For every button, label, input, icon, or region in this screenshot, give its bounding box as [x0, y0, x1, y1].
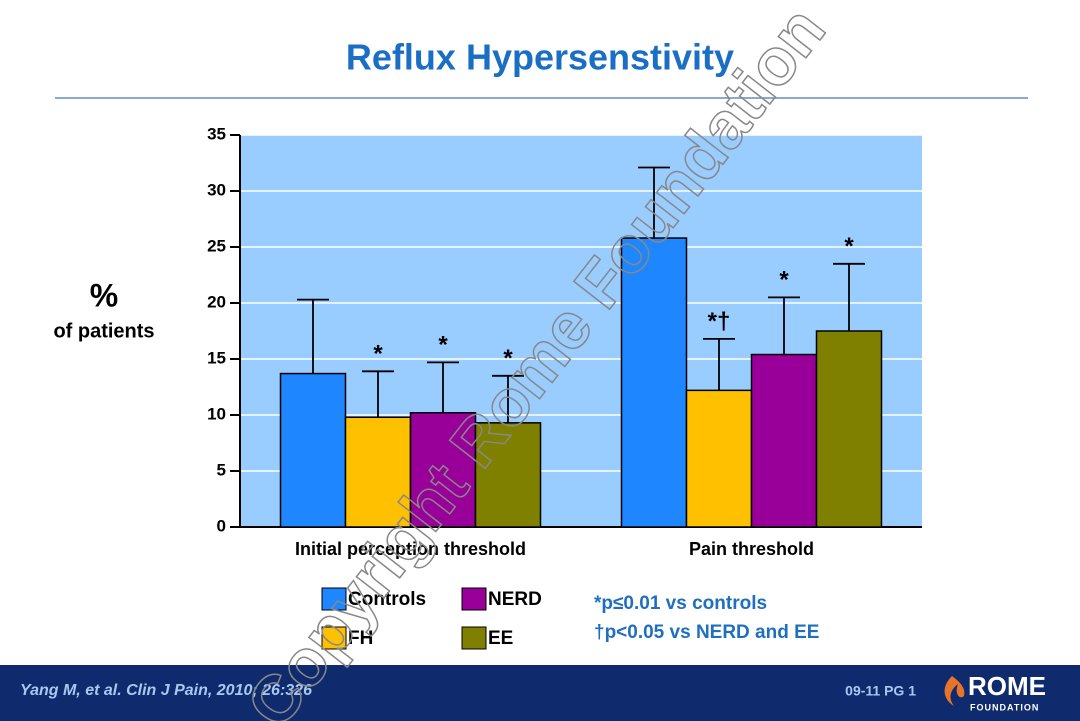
logo-text: ROME: [968, 671, 1046, 701]
logo-icon: [944, 676, 965, 706]
error-bar: [297, 298, 329, 374]
error-bar: [492, 374, 524, 423]
legend-swatch: [461, 626, 487, 650]
y-tick-label: 10: [207, 404, 226, 423]
x-tick-label: Initial perception threshold: [295, 539, 526, 559]
bar: [815, 330, 883, 528]
legend-swatch: [461, 587, 487, 611]
logo-subtext: FOUNDATION: [970, 702, 1039, 712]
legend-label: NERD: [488, 589, 542, 610]
error-bar: [768, 296, 800, 355]
bar: [620, 237, 688, 528]
y-tick-label: 5: [217, 460, 226, 479]
page-number: 09-11 PG 1: [845, 683, 916, 699]
legend-label: FH: [348, 628, 373, 649]
legend-swatch: [321, 587, 347, 611]
legend-label: EE: [488, 628, 513, 649]
significance-mark: *: [373, 341, 383, 368]
error-bar: [638, 166, 670, 239]
error-bar: [703, 337, 735, 391]
significance-mark: *: [438, 332, 448, 359]
legend-label: Controls: [348, 589, 426, 610]
y-tick-label: 0: [217, 516, 226, 535]
y-tick-label: 15: [207, 348, 226, 367]
error-bar: [833, 262, 865, 331]
footnote: *p≤0.01 vs controls: [594, 593, 767, 614]
footer-bar: [0, 665, 1080, 721]
y-tick-label: 20: [207, 292, 226, 311]
citation: Yang M, et al. Clin J Pain, 2010; 26:326: [20, 682, 312, 699]
legend-swatch: [321, 626, 347, 650]
y-tick-label: 25: [207, 236, 226, 255]
bar: [279, 372, 347, 528]
bar: [409, 412, 477, 528]
y-axis-label: of patients: [53, 320, 154, 342]
significance-mark: *: [503, 345, 513, 372]
error-bar: [362, 370, 394, 418]
bar: [750, 353, 818, 528]
chart-title: Reflux Hypersenstivity: [346, 37, 734, 78]
bar: [685, 389, 753, 528]
x-tick-label: Pain threshold: [689, 539, 814, 559]
error-bar: [427, 361, 459, 413]
bar: [344, 416, 412, 528]
significance-mark: *†: [708, 308, 731, 335]
significance-mark: *: [844, 233, 854, 260]
y-tick-label: 35: [207, 124, 226, 143]
y-axis-label: %: [90, 277, 118, 313]
y-tick-label: 30: [207, 180, 226, 199]
footnote: †p<0.05 vs NERD and EE: [594, 622, 819, 643]
significance-mark: *: [779, 267, 789, 294]
